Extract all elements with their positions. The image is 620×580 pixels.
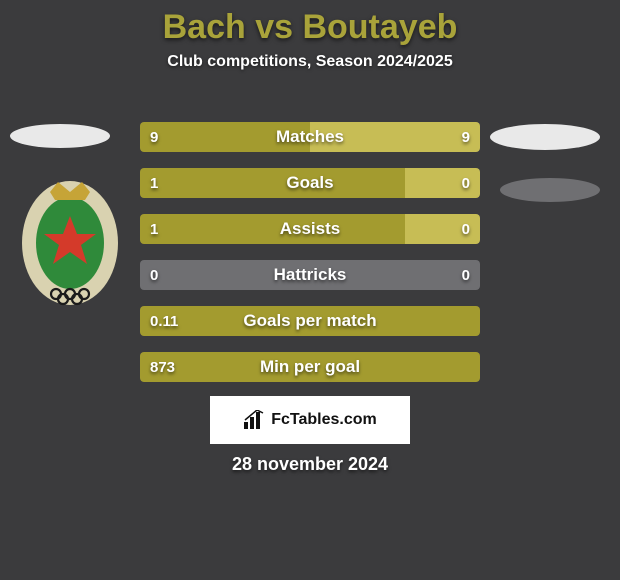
stat-bar-left [140, 306, 480, 336]
stats-bars: Matches99 Goals10 Assists10 Hattricks00 Goal… [140, 122, 480, 398]
fctables-label: FcTables.com [271, 411, 377, 429]
stat-row: Goals per match0.11 [140, 306, 480, 336]
page-title: Bach vs Boutayeb [0, 0, 620, 47]
subtitle: Club competitions, Season 2024/2025 [0, 53, 620, 71]
team-crest [20, 178, 120, 308]
stat-bar-right [310, 122, 480, 152]
stat-bar-left [140, 260, 480, 290]
team-right-placeholder [490, 124, 600, 150]
stat-row: Goals10 [140, 168, 480, 198]
stat-row: Matches99 [140, 122, 480, 152]
stat-row: Min per goal873 [140, 352, 480, 382]
fctables-badge[interactable]: FcTables.com [210, 396, 410, 444]
stat-bar-left [140, 122, 310, 152]
stat-bar-right [405, 214, 480, 244]
team-right-shadow [500, 178, 600, 202]
stat-row: Assists10 [140, 214, 480, 244]
stat-bar-left [140, 352, 480, 382]
bars-chart-icon [243, 410, 265, 430]
stat-bar-left [140, 168, 405, 198]
stat-bar-left [140, 214, 405, 244]
stat-bar-right [405, 168, 480, 198]
footer-date: 28 november 2024 [0, 454, 620, 475]
stat-row: Hattricks00 [140, 260, 480, 290]
content-root: Bach vs Boutayeb Club competitions, Seas… [0, 0, 620, 580]
team-left-placeholder [10, 124, 110, 148]
